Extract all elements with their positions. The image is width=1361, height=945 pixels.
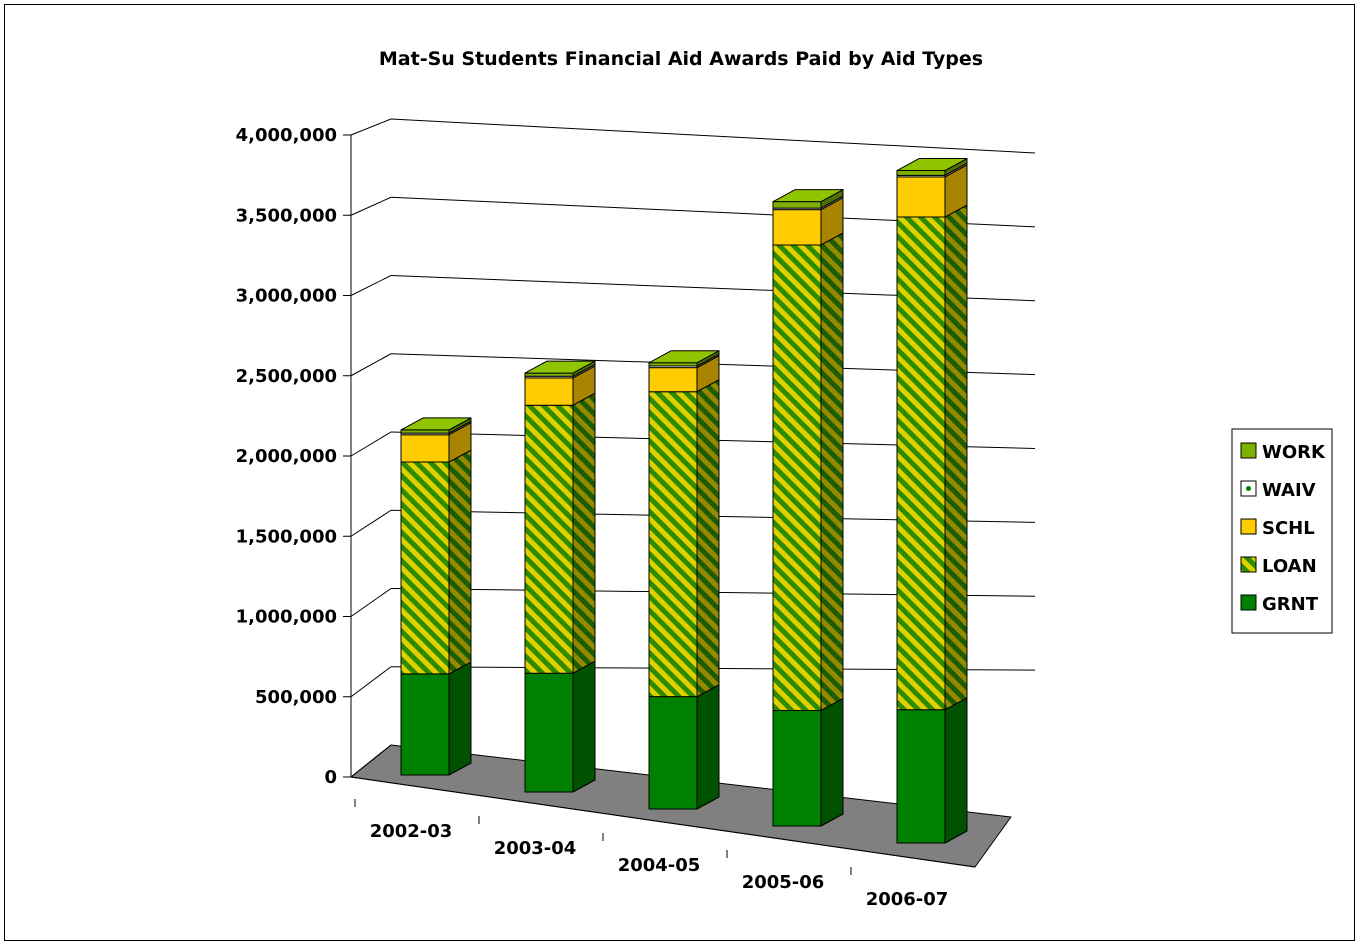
bar-front (896, 216, 946, 711)
bar-top (772, 189, 844, 203)
chart-frame: Mat-Su Students Financial Aid Awards Pai… (4, 4, 1355, 941)
bar-top (648, 350, 720, 364)
bar-front (524, 377, 574, 406)
bar-front (400, 673, 450, 776)
bar-side (572, 392, 596, 674)
gridline-wall (350, 196, 392, 216)
y-tick-label: 3,000,000 (236, 286, 337, 307)
y-tick-label: 500,000 (255, 687, 337, 708)
bar-front (648, 367, 698, 393)
bar-side (944, 697, 968, 844)
legend-label-schl: SCHL (1262, 518, 1315, 539)
legend-swatch-grnt (1240, 594, 1257, 611)
bar-side (448, 661, 472, 776)
bar-front (648, 391, 698, 698)
bar-segment-loan (896, 204, 968, 711)
bar-front (648, 696, 698, 810)
bar-segment-loan (400, 449, 472, 675)
gridline-wall (350, 431, 392, 457)
y-tick-label: 3,500,000 (236, 205, 337, 226)
bar-top (400, 417, 472, 431)
bar-front (524, 404, 574, 674)
bar-front (772, 201, 822, 209)
bar-segment-schl (772, 197, 844, 246)
legend-label-grnt: GRNT (1262, 594, 1319, 615)
gridline (390, 118, 1036, 154)
gridline-wall (350, 666, 392, 698)
bar-segment-loan (524, 392, 596, 674)
x-tick-label: 2002-03 (370, 821, 453, 842)
bar-side (448, 449, 472, 675)
bar-front (896, 170, 946, 176)
bar-side (820, 232, 844, 711)
legend-label-waiv: WAIV (1262, 480, 1316, 501)
x-axis-line (350, 776, 976, 868)
bar-segment-grnt (648, 684, 720, 810)
x-tick-label: 2004-05 (618, 855, 701, 876)
legend-swatch-loan (1240, 556, 1257, 573)
y-tick-label: 1,000,000 (236, 607, 337, 628)
bar-front (400, 434, 450, 463)
bar-front (772, 244, 822, 711)
chart-title: Mat-Su Students Financial Aid Awards Pai… (379, 48, 983, 70)
y-tick-label: 0 (324, 767, 337, 788)
bar-side (696, 684, 720, 810)
legend: WORK WAIV SCHL LOAN GRNT (1231, 428, 1333, 634)
bar-top (896, 158, 968, 172)
bar-segment-grnt (896, 697, 968, 844)
gridline-wall (350, 275, 392, 296)
legend-swatch-marker (1246, 486, 1251, 491)
legend-label-work: WORK (1262, 442, 1326, 463)
bar-segment-grnt (524, 660, 596, 793)
bar-front (896, 176, 946, 218)
plot-area: 0 500,000 1,000,000 1,500,000 2,000,000 2,500… (236, 118, 1036, 910)
bar-segment-loan (772, 232, 844, 711)
bar-top (524, 360, 596, 374)
gridline-wall (350, 353, 392, 377)
bar-segment-grnt (400, 661, 472, 776)
gridline-wall (350, 744, 392, 778)
bar-front (400, 461, 450, 675)
bar-side (572, 660, 596, 793)
legend-swatch-schl (1240, 518, 1257, 535)
bar-segment-schl (400, 422, 472, 463)
bar-segment-schl (896, 164, 968, 218)
bar-segment-loan (648, 379, 720, 698)
bar-side (820, 697, 844, 827)
gridline-wall (350, 509, 392, 537)
bar-segment-work (400, 417, 472, 434)
gridline-wall (350, 118, 392, 136)
bar-side (696, 379, 720, 698)
bar-segment-grnt (772, 697, 844, 827)
y-tick-label: 2,500,000 (236, 366, 337, 387)
bar-front (772, 709, 822, 827)
legend-swatch-work (1240, 442, 1257, 459)
bar-side (944, 204, 968, 711)
chart-svg: Mat-Su Students Financial Aid Awards Pai… (236, 48, 1333, 910)
x-tick-label: 2006-07 (866, 889, 949, 910)
x-tick-label: 2003-04 (494, 838, 577, 859)
y-tick-label: 1,500,000 (236, 526, 337, 547)
y-tick-label: 2,000,000 (236, 446, 337, 467)
bar-front (772, 209, 822, 246)
y-tick-label: 4,000,000 (236, 125, 337, 146)
x-tick-label: 2005-06 (742, 872, 825, 893)
bar-segment-work (896, 158, 968, 176)
bar-front (524, 672, 574, 793)
gridline-wall (350, 588, 392, 617)
legend-label-loan: LOAN (1262, 556, 1317, 577)
bar-front (896, 709, 946, 844)
